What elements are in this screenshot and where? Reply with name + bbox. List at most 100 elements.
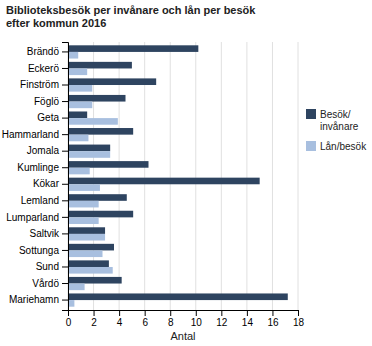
legend-item: Lån/besök [306,141,367,152]
bar [68,178,260,185]
y-tick: Eckerö [28,63,68,74]
bar [68,250,103,257]
bar [68,151,110,158]
bar [68,267,113,274]
y-tick: Mariehamn [9,294,68,305]
x-tick-mark [247,310,248,316]
bar [68,244,114,251]
y-tick-mark [62,233,68,234]
bar [68,68,87,75]
bars [68,45,288,306]
x-tick: 0 [66,310,72,328]
x-axis: 024681012141618 [66,310,305,328]
y-tick-mark [62,250,68,251]
y-tick-label: Jomala [27,145,60,156]
y-tick-mark [62,300,68,301]
x-tick: 10 [191,310,203,328]
y-tick-label: Finström [20,79,59,90]
x-tick: 2 [91,310,97,328]
x-tick-mark [94,310,95,316]
y-tick-mark [62,118,68,119]
bar [68,184,100,191]
x-axis-title: Antal [170,330,195,342]
series [68,45,288,300]
x-tick-mark [170,310,171,316]
bar [68,277,122,284]
x-tick: 18 [293,310,305,328]
y-tick-mark [62,101,68,102]
series [68,52,118,307]
y-tick-label: Lumparland [6,212,59,223]
bar [68,52,78,59]
x-tick-mark [119,310,120,316]
y-tick-mark [62,283,68,284]
x-tick-label: 12 [216,317,228,328]
bar [68,62,132,69]
x-tick-label: 14 [242,317,254,328]
x-tick-label: 18 [293,317,305,328]
grid-line [246,42,247,310]
y-tick-mark [62,151,68,152]
y-tick-mark [62,167,68,168]
x-tick-mark [221,310,222,316]
bar [68,102,92,109]
y-tick-label: Saltvik [30,228,60,239]
y-tick: Sottunga [19,245,68,256]
y-tick: Kumlinge [17,162,68,173]
x-tick-label: 16 [267,317,279,328]
title: Biblioteksbesök per invånare och lån per… [6,4,256,29]
x-tick: 4 [117,310,123,328]
grid-line [272,42,273,310]
bar [68,78,156,85]
y-tick-label: Hammarland [2,129,59,140]
legend-swatch [306,109,316,119]
y-tick: Lumparland [6,212,68,223]
y-tick: Brändö [27,46,68,57]
bar [68,85,92,92]
y-tick: Sund [36,261,68,272]
x-tick: 16 [267,310,279,328]
x-tick-mark [272,310,273,316]
x-tick-label: 6 [142,317,148,328]
plot: 024681012141618MariehamnVårdöSundSottung… [2,42,367,342]
y-tick: Geta [37,112,68,123]
bar [68,145,110,152]
y-tick: Kökar [33,178,68,189]
grid-line [170,42,171,310]
bar [68,128,133,135]
y-tick-label: Mariehamn [9,294,59,305]
y-tick-label: Vårdö [32,278,59,289]
y-axis-line [62,43,69,311]
grid-line [221,42,222,310]
y-tick-label: Föglö [34,96,59,107]
grid [68,42,298,310]
bar [68,118,118,125]
y-tick-label: Kumlinge [17,162,59,173]
y-tick: Lemland [21,195,68,206]
y-tick-mark [62,266,68,267]
y-tick-label: Lemland [21,195,59,206]
legend: Besök/invånare Lån/besök [306,109,367,152]
bar [68,234,105,241]
y-tick-mark [62,217,68,218]
x-tick: 6 [142,310,148,328]
bar [68,201,99,208]
y-tick-label: Brändö [27,46,60,57]
y-tick: Vårdö [32,278,68,289]
y-tick-mark [62,85,68,86]
bar [68,293,288,300]
x-tick-mark [196,310,197,316]
x-tick-label: 2 [91,317,97,328]
x-tick: 12 [216,310,228,328]
y-tick-label: Geta [37,112,59,123]
bar [68,284,85,291]
bar [68,217,99,224]
legend-label: Besök/invånare [320,109,359,132]
legend-item: Besök/invånare [306,109,359,132]
y-tick-mark [62,51,68,52]
chart: Biblioteksbesök per invånare och lån per… [0,0,372,346]
y-tick-label: Kökar [33,178,60,189]
x-tick-label: 10 [191,317,203,328]
x-axis-line [69,311,299,317]
bar [68,227,105,234]
